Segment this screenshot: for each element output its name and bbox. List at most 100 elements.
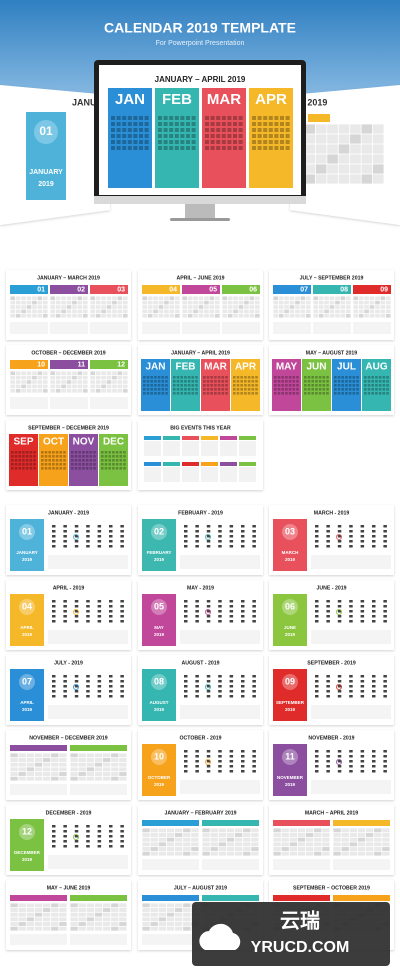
day-num: [229, 610, 234, 613]
calendar-cell: [37, 389, 43, 393]
calendar-cell: [375, 300, 380, 305]
day-num: [218, 755, 222, 758]
calendar-cell: [150, 908, 158, 912]
day-dot: [255, 380, 258, 383]
calendar-cell: [94, 922, 103, 926]
calendar-cell: [322, 615, 334, 621]
day-num: [195, 690, 199, 693]
calendar-cell: [10, 758, 18, 762]
day-num: [241, 695, 245, 698]
calendar-cell: [105, 615, 117, 621]
calendar-cell: [59, 753, 67, 758]
calendar-cell: [368, 669, 380, 674]
calendar-cell: [281, 847, 289, 851]
calendar-cell: [273, 300, 279, 305]
day-dot: [184, 380, 187, 383]
calendar-cell: [112, 384, 117, 389]
day-dot: [221, 384, 225, 387]
day-num: [206, 680, 211, 683]
calendar-cell: [313, 305, 319, 309]
calendar-cell: [234, 837, 243, 842]
day-dot: [163, 128, 168, 132]
left-year: 2019: [38, 181, 54, 188]
day-num: [315, 760, 319, 763]
day-dot: [150, 388, 153, 391]
highlight-day: [204, 759, 211, 766]
calendar-cell: [66, 314, 72, 318]
calendar-cell: [72, 371, 77, 375]
day-num: [206, 685, 211, 688]
calendar-cell: [368, 696, 380, 701]
day-dot: [165, 392, 168, 395]
day-num: [326, 685, 330, 688]
calendar-cell: [248, 519, 260, 524]
day-num: [252, 755, 256, 758]
day-num: [218, 615, 222, 618]
calendar-cell: [70, 776, 78, 781]
day-dot: [240, 384, 243, 387]
calendar-cell: [191, 669, 203, 674]
month-block: [142, 519, 176, 571]
day-dot: [180, 122, 185, 126]
calendar-cell: [32, 375, 37, 380]
day-dot: [236, 380, 240, 383]
calendar-cell: [90, 375, 96, 380]
calendar-cell: [237, 744, 249, 749]
calendar-cell: [180, 771, 192, 776]
day-dot: [116, 128, 121, 132]
calendar-cell: [305, 847, 314, 851]
month-label: JUL: [337, 362, 356, 373]
calendar-cell: [77, 296, 83, 300]
day-num: [97, 540, 102, 543]
day-dot: [186, 128, 190, 132]
calendar-cell: [182, 305, 188, 309]
calendar-cell: [116, 819, 128, 824]
calendar-cell: [37, 305, 43, 309]
highlight-day: [204, 684, 211, 691]
calendar-cell: [365, 833, 374, 837]
day-num: [97, 605, 102, 608]
day-dot: [82, 451, 85, 454]
day-dot: [244, 376, 247, 379]
day-dot: [82, 463, 85, 466]
calendar-cell: [15, 375, 21, 380]
calendar-cell: [379, 610, 391, 615]
calendar-cell: [214, 314, 220, 318]
calendar-cell: [345, 519, 357, 524]
day-dot: [348, 392, 352, 395]
day-dot: [48, 455, 51, 458]
calendar-cell: [51, 758, 59, 762]
calendar-cell: [357, 744, 368, 749]
calendar-cell: [42, 300, 48, 305]
calendar-cell: [51, 903, 59, 908]
calendar-cell: [237, 669, 249, 674]
day-dot: [216, 146, 221, 150]
calendar-cell: [51, 926, 59, 931]
day-dot: [146, 388, 150, 391]
calendar-cell: [368, 621, 380, 626]
day-dot: [186, 122, 190, 126]
calendar-cell: [78, 912, 86, 917]
day-dot: [82, 467, 85, 470]
calendar-cell: [318, 309, 324, 314]
day-num: [383, 600, 387, 603]
day-num: [195, 530, 199, 533]
calendar-cell: [59, 917, 67, 922]
day-num: [229, 605, 234, 608]
day-dot: [154, 388, 157, 391]
day-num: [74, 605, 79, 608]
day-dot: [174, 116, 179, 120]
day-dot: [169, 140, 174, 144]
calendar-cell: [193, 300, 198, 305]
calendar-cell: [284, 305, 289, 309]
calendar-cell: [361, 134, 373, 144]
calendar-cell: [314, 842, 322, 847]
day-num: [97, 675, 102, 678]
calendar-cell: [122, 300, 128, 305]
calendar-cell: [335, 296, 340, 300]
calendar-cell: [147, 309, 153, 314]
day-num: [241, 620, 245, 623]
calendar-cell: [26, 917, 35, 922]
day-num: [337, 615, 342, 618]
day-dot: [11, 467, 14, 470]
